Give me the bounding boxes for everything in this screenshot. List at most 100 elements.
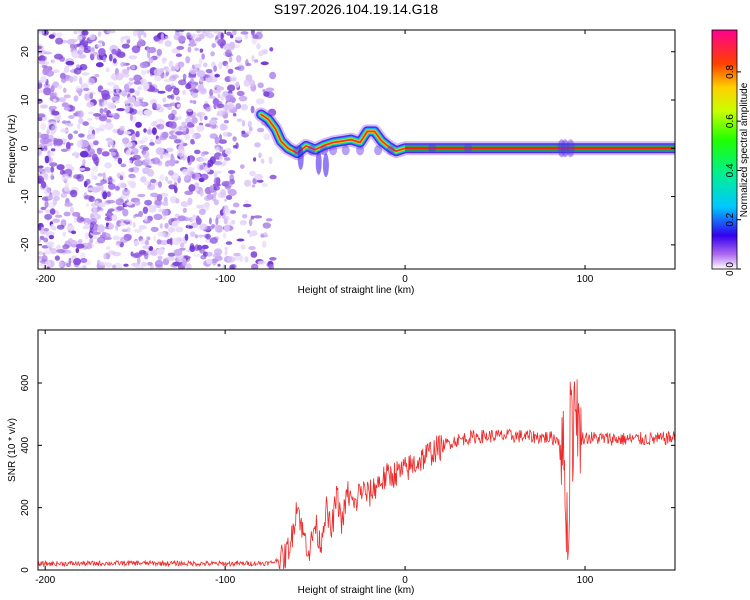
noise-speckle <box>167 180 173 185</box>
noise-speckle <box>98 202 106 208</box>
noise-speckle <box>229 41 235 47</box>
noise-speckle <box>175 53 182 57</box>
noise-speckle <box>87 77 96 86</box>
noise-speckle <box>139 108 144 116</box>
noise-speckle <box>71 75 78 82</box>
noise-speckle <box>216 110 225 117</box>
noise-speckle <box>78 117 84 124</box>
noise-speckle <box>103 253 107 260</box>
noise-speckle <box>50 166 55 173</box>
noise-speckle <box>232 30 237 36</box>
noise-speckle <box>199 223 208 231</box>
noise-speckle <box>260 158 265 164</box>
noise-speckle <box>122 137 130 144</box>
noise-speckle <box>122 188 131 196</box>
noise-speckle <box>44 200 49 208</box>
noise-speckle <box>96 236 106 244</box>
noise-speckle <box>168 184 176 190</box>
noise-speckle <box>38 250 43 255</box>
noise-speckle <box>225 49 232 58</box>
noise-speckle <box>178 79 187 86</box>
figure-title: S197.2026.104.19.14.G18 <box>274 1 438 17</box>
noise-speckle <box>197 84 203 92</box>
noise-speckle <box>102 231 107 236</box>
noise-speckle <box>208 95 216 99</box>
noise-speckle <box>195 33 200 38</box>
noise-speckle <box>181 152 188 157</box>
noise-speckle <box>80 258 88 263</box>
noise-speckle <box>105 67 110 73</box>
noise-speckle <box>73 216 77 224</box>
noise-speckle <box>228 56 233 63</box>
noise-speckle <box>225 94 234 103</box>
noise-speckle <box>196 111 206 117</box>
noise-speckle <box>173 248 183 256</box>
noise-speckle <box>269 257 277 261</box>
noise-speckle <box>156 247 165 255</box>
noise-speckle <box>95 129 100 134</box>
noise-speckle <box>122 208 129 217</box>
noise-speckle <box>82 225 90 230</box>
noise-speckle <box>253 215 263 219</box>
noise-speckle <box>190 81 199 88</box>
snr-x-axis-label: Height of straight line (km) <box>298 585 415 596</box>
noise-speckle <box>235 103 242 110</box>
noise-speckle <box>232 144 238 149</box>
noise-speckle <box>251 263 259 269</box>
noise-speckle <box>214 136 220 145</box>
signal-track-band <box>260 113 675 154</box>
noise-speckle <box>133 240 140 246</box>
noise-speckle <box>108 112 116 117</box>
noise-speckle <box>38 45 43 50</box>
noise-speckle <box>97 31 102 37</box>
noise-speckle <box>186 263 192 269</box>
noise-speckle <box>73 95 79 102</box>
noise-speckle <box>45 186 51 194</box>
noise-speckle <box>94 73 100 78</box>
noise-speckle <box>205 233 211 240</box>
noise-speckle <box>146 236 151 241</box>
noise-speckle <box>244 199 249 204</box>
noise-speckle <box>51 110 60 116</box>
noise-speckle <box>211 258 217 266</box>
noise-speckle <box>199 157 208 162</box>
noise-speckle <box>269 71 277 80</box>
noise-speckle <box>40 104 49 109</box>
noise-speckle <box>187 197 193 206</box>
noise-speckle <box>150 122 156 127</box>
noise-speckle <box>84 232 89 240</box>
noise-speckle <box>132 30 138 37</box>
noise-speckle <box>119 219 125 223</box>
noise-speckle <box>205 107 211 112</box>
noise-speckle <box>63 94 71 99</box>
noise-speckle <box>78 239 83 244</box>
noise-speckle <box>205 251 213 257</box>
noise-speckle <box>38 210 43 214</box>
noise-speckle <box>216 103 225 109</box>
noise-speckle <box>253 59 259 63</box>
noise-speckle <box>250 30 255 36</box>
noise-speckle <box>195 215 200 223</box>
noise-speckle <box>131 147 139 155</box>
noise-speckle <box>133 252 142 258</box>
noise-speckle <box>194 234 198 239</box>
noise-speckle <box>201 30 206 35</box>
noise-speckle <box>54 138 64 146</box>
noise-speckle <box>261 183 268 188</box>
noise-speckle <box>164 40 172 47</box>
noise-speckle <box>177 61 185 68</box>
noise-speckle <box>52 198 58 206</box>
y-tick-label: 0 <box>20 567 31 573</box>
noise-speckle <box>220 94 225 101</box>
noise-speckle <box>78 133 85 138</box>
noise-speckle <box>129 113 133 122</box>
noise-speckle <box>150 249 158 256</box>
noise-speckle <box>168 113 175 121</box>
signal-blob <box>386 145 395 156</box>
noise-speckle <box>82 121 89 126</box>
signal-blob <box>428 143 437 154</box>
noise-speckle <box>62 231 67 237</box>
noise-speckle <box>220 32 224 40</box>
noise-speckle <box>107 212 113 219</box>
